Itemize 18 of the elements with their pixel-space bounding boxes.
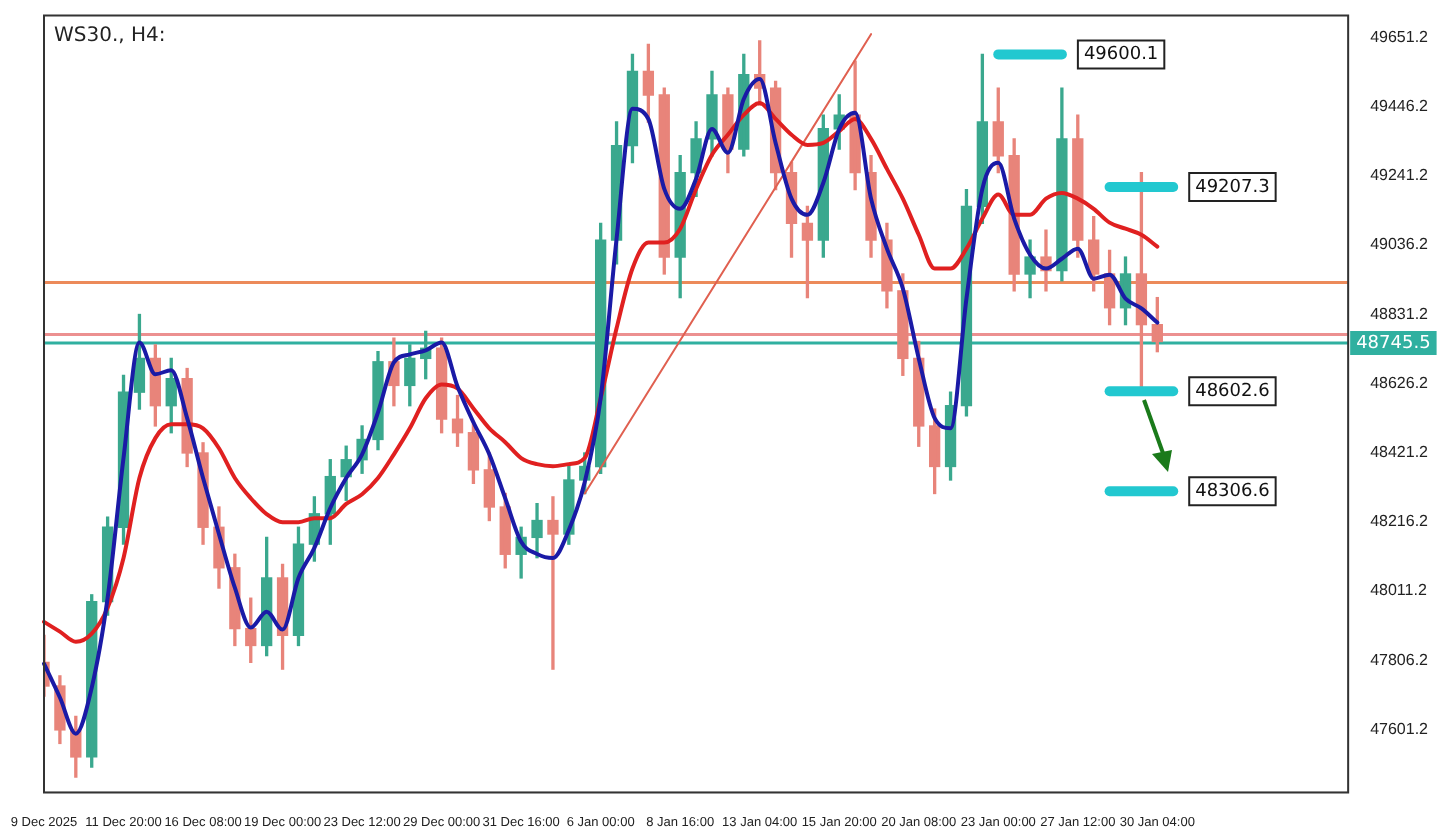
y-tick-label: 48831.2 bbox=[1370, 304, 1430, 323]
annotation: 49600.1 bbox=[1083, 45, 1159, 66]
y-tick-label: 48216.2 bbox=[1370, 512, 1430, 531]
y-tick-label: 47806.2 bbox=[1370, 650, 1430, 669]
annotation: 48602.6 bbox=[1195, 381, 1271, 402]
y-tick-label: 48421.2 bbox=[1370, 442, 1430, 461]
y-tick-label: 49241.2 bbox=[1370, 166, 1430, 185]
y-tick-label: 49036.2 bbox=[1370, 235, 1430, 254]
annotation: 49207.3 bbox=[1195, 177, 1270, 198]
y-tick-label: 49446.2 bbox=[1370, 96, 1430, 115]
annotation: 48306.6 bbox=[1195, 481, 1271, 502]
ref-line-label: 48745.5 bbox=[1356, 333, 1431, 354]
line-series bbox=[42, 101, 1160, 644]
y-tick-label: 47601.2 bbox=[1370, 719, 1430, 738]
text: WS30., H4: bbox=[54, 24, 166, 47]
y-tick-label: 48626.2 bbox=[1370, 373, 1430, 392]
y-tick-label: 49651.2 bbox=[1370, 27, 1430, 46]
y-tick-label: 48011.2 bbox=[1370, 581, 1428, 600]
